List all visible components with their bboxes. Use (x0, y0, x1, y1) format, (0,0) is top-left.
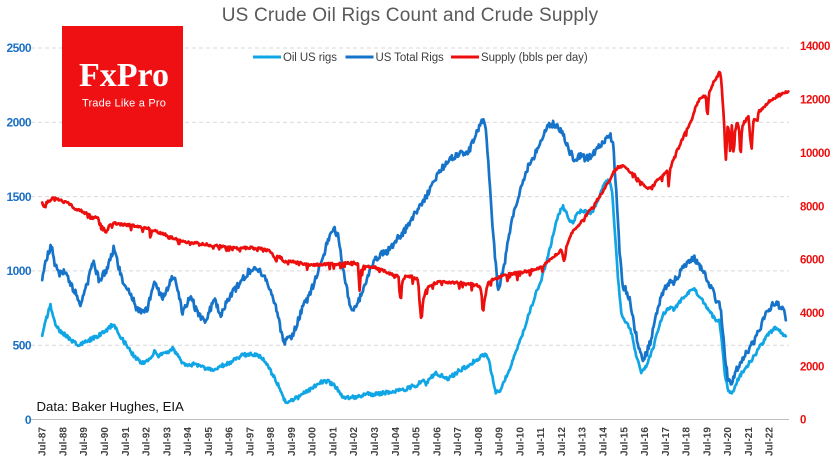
svg-text:Jul-01: Jul-01 (329, 427, 340, 456)
svg-text:10000: 10000 (800, 148, 830, 160)
svg-text:8000: 8000 (800, 201, 824, 213)
svg-text:Data: Baker Hughes, EIA: Data: Baker Hughes, EIA (37, 399, 185, 414)
svg-text:Jul-19: Jul-19 (702, 427, 713, 456)
svg-text:Jul-06: Jul-06 (432, 427, 443, 456)
svg-text:Jul-10: Jul-10 (515, 427, 526, 456)
svg-text:Jul-11: Jul-11 (536, 427, 547, 456)
svg-text:Jul-15: Jul-15 (619, 427, 630, 456)
svg-text:Jul-13: Jul-13 (578, 427, 589, 456)
svg-text:0: 0 (25, 413, 32, 427)
svg-text:Jul-89: Jul-89 (79, 427, 90, 456)
svg-text:Trade Like a Pro: Trade Like a Pro (82, 98, 166, 110)
svg-text:Jul-92: Jul-92 (142, 427, 153, 456)
svg-text:Jul-05: Jul-05 (412, 427, 423, 456)
svg-text:Jul-87: Jul-87 (38, 427, 49, 456)
svg-text:Jul-16: Jul-16 (640, 427, 651, 456)
svg-text:1000: 1000 (7, 264, 32, 278)
svg-text:Jul-20: Jul-20 (723, 427, 734, 456)
svg-text:Jul-95: Jul-95 (204, 427, 215, 456)
svg-text:Jul-93: Jul-93 (162, 427, 173, 456)
svg-text:Supply (bbls per day): Supply (bbls per day) (481, 52, 588, 64)
svg-text:Jul-08: Jul-08 (474, 427, 485, 456)
svg-text:Jul-97: Jul-97 (245, 427, 256, 456)
svg-text:Jul-96: Jul-96 (225, 427, 236, 456)
svg-text:14000: 14000 (800, 41, 830, 53)
svg-text:US Total Rigs: US Total Rigs (376, 52, 445, 64)
svg-text:Jul-21: Jul-21 (744, 427, 755, 456)
svg-text:12000: 12000 (800, 95, 830, 107)
svg-text:6000: 6000 (800, 255, 824, 267)
svg-text:Jul-14: Jul-14 (599, 427, 610, 456)
svg-text:Jul-22: Jul-22 (765, 427, 776, 456)
svg-text:Jul-07: Jul-07 (453, 427, 464, 456)
svg-text:0: 0 (800, 415, 806, 427)
svg-text:Jul-17: Jul-17 (661, 427, 672, 456)
svg-text:Jul-99: Jul-99 (287, 427, 298, 456)
svg-text:Jul-09: Jul-09 (495, 427, 506, 456)
svg-text:Jul-94: Jul-94 (183, 427, 194, 456)
svg-text:1500: 1500 (7, 190, 32, 204)
svg-text:Jul-88: Jul-88 (59, 427, 70, 456)
svg-text:Jul-98: Jul-98 (266, 427, 277, 456)
svg-text:Jul-03: Jul-03 (370, 427, 381, 456)
svg-text:Jul-00: Jul-00 (308, 427, 319, 456)
svg-text:Jul-02: Jul-02 (349, 427, 360, 456)
svg-text:Jul-12: Jul-12 (557, 427, 568, 456)
svg-text:Jul-04: Jul-04 (391, 427, 402, 456)
svg-text:Jul-90: Jul-90 (100, 427, 111, 456)
svg-text:2000: 2000 (7, 116, 32, 130)
svg-text:Jul-18: Jul-18 (682, 427, 693, 456)
svg-text:4000: 4000 (800, 308, 824, 320)
svg-text:FxPro: FxPro (79, 57, 169, 94)
svg-text:Jul-91: Jul-91 (121, 427, 132, 456)
svg-text:500: 500 (13, 339, 32, 353)
svg-text:Oil US rigs: Oil US rigs (283, 52, 337, 64)
svg-text:2000: 2000 (800, 361, 824, 373)
svg-text:2500: 2500 (7, 41, 32, 55)
svg-text:US Crude Oil Rigs Count and Cr: US Crude Oil Rigs Count and Crude Supply (222, 5, 599, 26)
